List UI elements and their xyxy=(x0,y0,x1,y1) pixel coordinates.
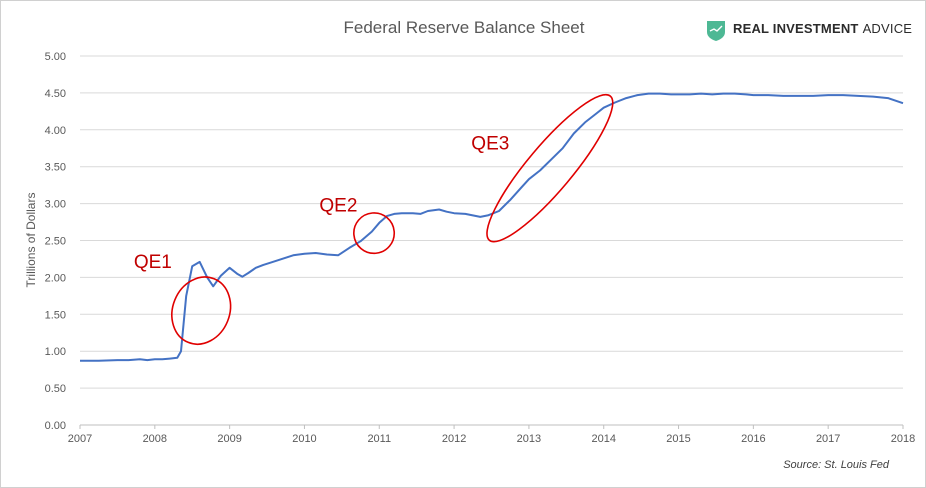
qe-label: QE2 xyxy=(319,196,357,217)
x-tick-label: 2012 xyxy=(442,433,466,445)
y-axis-ticks: 0.00 0.50 1.00 1.50 2.00 2.50 3.00 3.50 4.00 4.50… xyxy=(45,51,66,432)
qe-ellipse xyxy=(486,93,614,243)
x-tick-label: 2007 xyxy=(68,433,92,445)
y-tick-label: 4.00 xyxy=(45,125,66,137)
x-tick-label: 2009 xyxy=(217,433,241,445)
x-tick-label: 2017 xyxy=(816,433,840,445)
source-note: Source: St. Louis Fed xyxy=(783,459,890,471)
brand-badge-icon xyxy=(707,21,725,41)
chart-title: Federal Reserve Balance Sheet xyxy=(344,18,585,37)
y-tick-label: 1.50 xyxy=(45,309,66,321)
brand-name: REAL INVESTMENT ADVICE xyxy=(733,21,912,36)
x-tick-label: 2008 xyxy=(143,433,167,445)
y-tick-label: 4.50 xyxy=(45,88,66,100)
x-tick-label: 2010 xyxy=(292,433,316,445)
y-tick-label: 3.00 xyxy=(45,199,66,211)
balance-sheet-line xyxy=(80,92,904,362)
y-tick-label: 0.50 xyxy=(45,383,66,395)
y-tick-label: 5.00 xyxy=(45,51,66,63)
brand-logo: REAL INVESTMENT ADVICE xyxy=(707,21,912,41)
x-tick-label: 2015 xyxy=(666,433,690,445)
y-axis-label: Trillions of Dollars xyxy=(24,193,38,288)
qe-ellipse xyxy=(171,276,232,345)
trend-icon xyxy=(709,25,723,32)
x-tick-label: 2013 xyxy=(517,433,541,445)
brand-name-bold: REAL INVESTMENT xyxy=(733,21,859,36)
x-tick-label: 2014 xyxy=(591,433,615,445)
x-tick-label: 2016 xyxy=(741,433,765,445)
y-tick-label: 2.00 xyxy=(45,272,66,284)
brand-name-regular: ADVICE xyxy=(863,21,913,36)
x-axis-ticks: 2007 2008 2009 2010 2011 2012 2013 2014 2015 2016… xyxy=(68,425,915,445)
qe-label: QE3 xyxy=(471,134,509,155)
qe-label: QE1 xyxy=(134,252,172,273)
qe-ellipse xyxy=(353,212,396,255)
x-tick-label: 2018 xyxy=(891,433,915,445)
qe-annotations: QE1 QE2 QE3 xyxy=(134,93,614,345)
x-tick-label: 2011 xyxy=(367,433,391,445)
y-tick-label: 0.00 xyxy=(45,420,66,432)
gridlines xyxy=(80,55,903,389)
y-tick-label: 2.50 xyxy=(45,236,66,248)
y-tick-label: 3.50 xyxy=(45,162,66,174)
series-lines xyxy=(80,92,904,362)
y-tick-label: 1.00 xyxy=(45,346,66,358)
